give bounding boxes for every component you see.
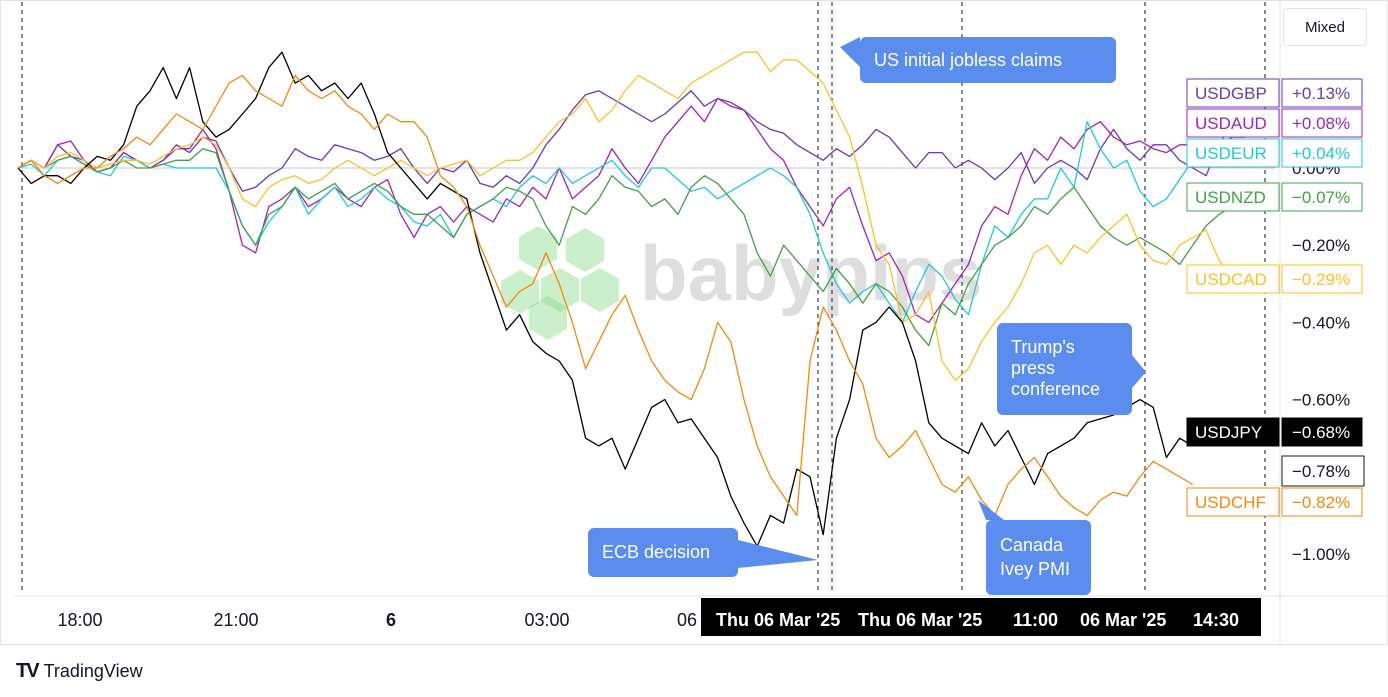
annotation-canada-ivey-pmi-pointer xyxy=(978,500,1004,520)
series-name-badge-usdjpy xyxy=(1186,417,1280,447)
series-value-label: −0.29% xyxy=(1292,270,1350,289)
annotation-us-jobless-claims-pointer xyxy=(840,37,860,67)
brand-name: TradingView xyxy=(43,660,143,681)
tradingview-brand: TV TradingView xyxy=(16,659,143,683)
series-value-label: −0.07% xyxy=(1292,188,1350,207)
series-value-badge-usdnzd xyxy=(1281,182,1363,212)
crosshair-time-label: 11:00 xyxy=(1013,610,1058,630)
series-line-usdeur[interactable] xyxy=(17,121,1246,324)
series-value-badge-usdaud xyxy=(1281,108,1363,138)
crosshair-time-label: 14:30 xyxy=(1193,610,1239,630)
series-value-badge-usdjpy xyxy=(1281,417,1363,447)
annotation-ecb-decision-text: ECB decision xyxy=(602,542,710,562)
scale-mode-button[interactable]: Mixed xyxy=(1283,8,1367,46)
series-line-usdcad[interactable] xyxy=(17,51,1246,381)
series-value-label: −0.68% xyxy=(1292,423,1350,442)
series-line-usdaud[interactable] xyxy=(17,97,1246,324)
annotation-ecb-decision[interactable] xyxy=(588,528,738,577)
annotation-ecb-decision-pointer xyxy=(738,540,818,568)
annotation-us-jobless-claims-text: US initial jobless claims xyxy=(874,50,1062,70)
series-name-label: USDGBP xyxy=(1195,84,1267,103)
series-name-label: USDAUD xyxy=(1195,114,1267,133)
x-tick-label: 21:00 xyxy=(213,610,258,630)
series-name-label: USDNZD xyxy=(1195,188,1266,207)
crosshair-time-label: 06 Mar '25 xyxy=(1080,610,1166,630)
crosshair-price-value: −0.78% xyxy=(1292,462,1350,481)
series-name-badge-usdaud xyxy=(1186,108,1280,138)
watermark-cube-icon xyxy=(580,268,620,312)
series-value-label: +0.04% xyxy=(1292,144,1350,163)
series-value-label: +0.13% xyxy=(1292,84,1350,103)
series-value-label: +0.08% xyxy=(1292,114,1350,133)
y-tick-label: −1.00% xyxy=(1292,545,1350,564)
series-line-usdgbp[interactable] xyxy=(17,90,1259,192)
annotation-us-jobless-claims[interactable] xyxy=(860,37,1116,83)
series-name-badge-usdcad xyxy=(1186,264,1280,294)
series-name-label: USDCHF xyxy=(1195,493,1266,512)
series-value-badge-usdgbp xyxy=(1281,78,1363,108)
x-tick-label: 03:00 xyxy=(524,610,569,630)
annotation-canada-ivey-pmi-text: Ivey PMI xyxy=(1000,559,1070,579)
annotation-trumps-press-conference-pointer xyxy=(1132,355,1146,388)
x-tick-label: 06 xyxy=(677,610,697,630)
watermark-cube-icon xyxy=(540,268,580,312)
series-line-usdjpy[interactable] xyxy=(17,51,1194,547)
series-name-label: USDCAD xyxy=(1195,270,1267,289)
series-value-badge-usdeur xyxy=(1281,138,1363,168)
watermark-cube-icon xyxy=(565,228,605,272)
crosshair-time-strip xyxy=(701,598,1261,636)
series-name-label: USDEUR xyxy=(1195,144,1267,163)
series-name-label: USDJPY xyxy=(1195,423,1262,442)
annotation-trumps-press-conference-text: press xyxy=(1011,358,1055,378)
series-name-badge-usdnzd xyxy=(1186,182,1280,212)
x-tick-label: 6 xyxy=(386,610,396,630)
series-value-badge-usdcad xyxy=(1281,264,1363,294)
crosshair-price-label xyxy=(1281,455,1365,487)
series-value-label: −0.82% xyxy=(1292,493,1350,512)
x-tick-label: 18:00 xyxy=(57,610,102,630)
series-line-usdnzd[interactable] xyxy=(17,148,1247,347)
watermark-cube-icon xyxy=(518,226,558,270)
y-tick-label: −0.40% xyxy=(1292,313,1350,332)
series-line-usdchf[interactable] xyxy=(17,74,1194,517)
series-name-badge-usdchf xyxy=(1186,487,1280,517)
y-tick-label: −0.20% xyxy=(1292,236,1350,255)
annotation-trumps-press-conference-text: Trump's xyxy=(1011,337,1075,357)
series-name-badge-usdeur xyxy=(1186,138,1280,168)
annotation-trumps-press-conference[interactable] xyxy=(997,323,1132,415)
annotation-canada-ivey-pmi[interactable] xyxy=(986,520,1091,595)
annotation-trumps-press-conference-text: conference xyxy=(1011,379,1100,399)
series-name-badge-usdgbp xyxy=(1186,78,1280,108)
tradingview-logo-icon: TV xyxy=(16,659,40,682)
crosshair-time-label: Thu 06 Mar '25 xyxy=(858,610,982,630)
watermark-cube-icon xyxy=(528,296,568,340)
annotation-canada-ivey-pmi-text: Canada xyxy=(1000,535,1064,555)
crosshair-time-label: Thu 06 Mar '25 xyxy=(716,610,840,630)
y-tick-label: −0.60% xyxy=(1292,391,1350,410)
series-value-badge-usdchf xyxy=(1281,487,1363,517)
